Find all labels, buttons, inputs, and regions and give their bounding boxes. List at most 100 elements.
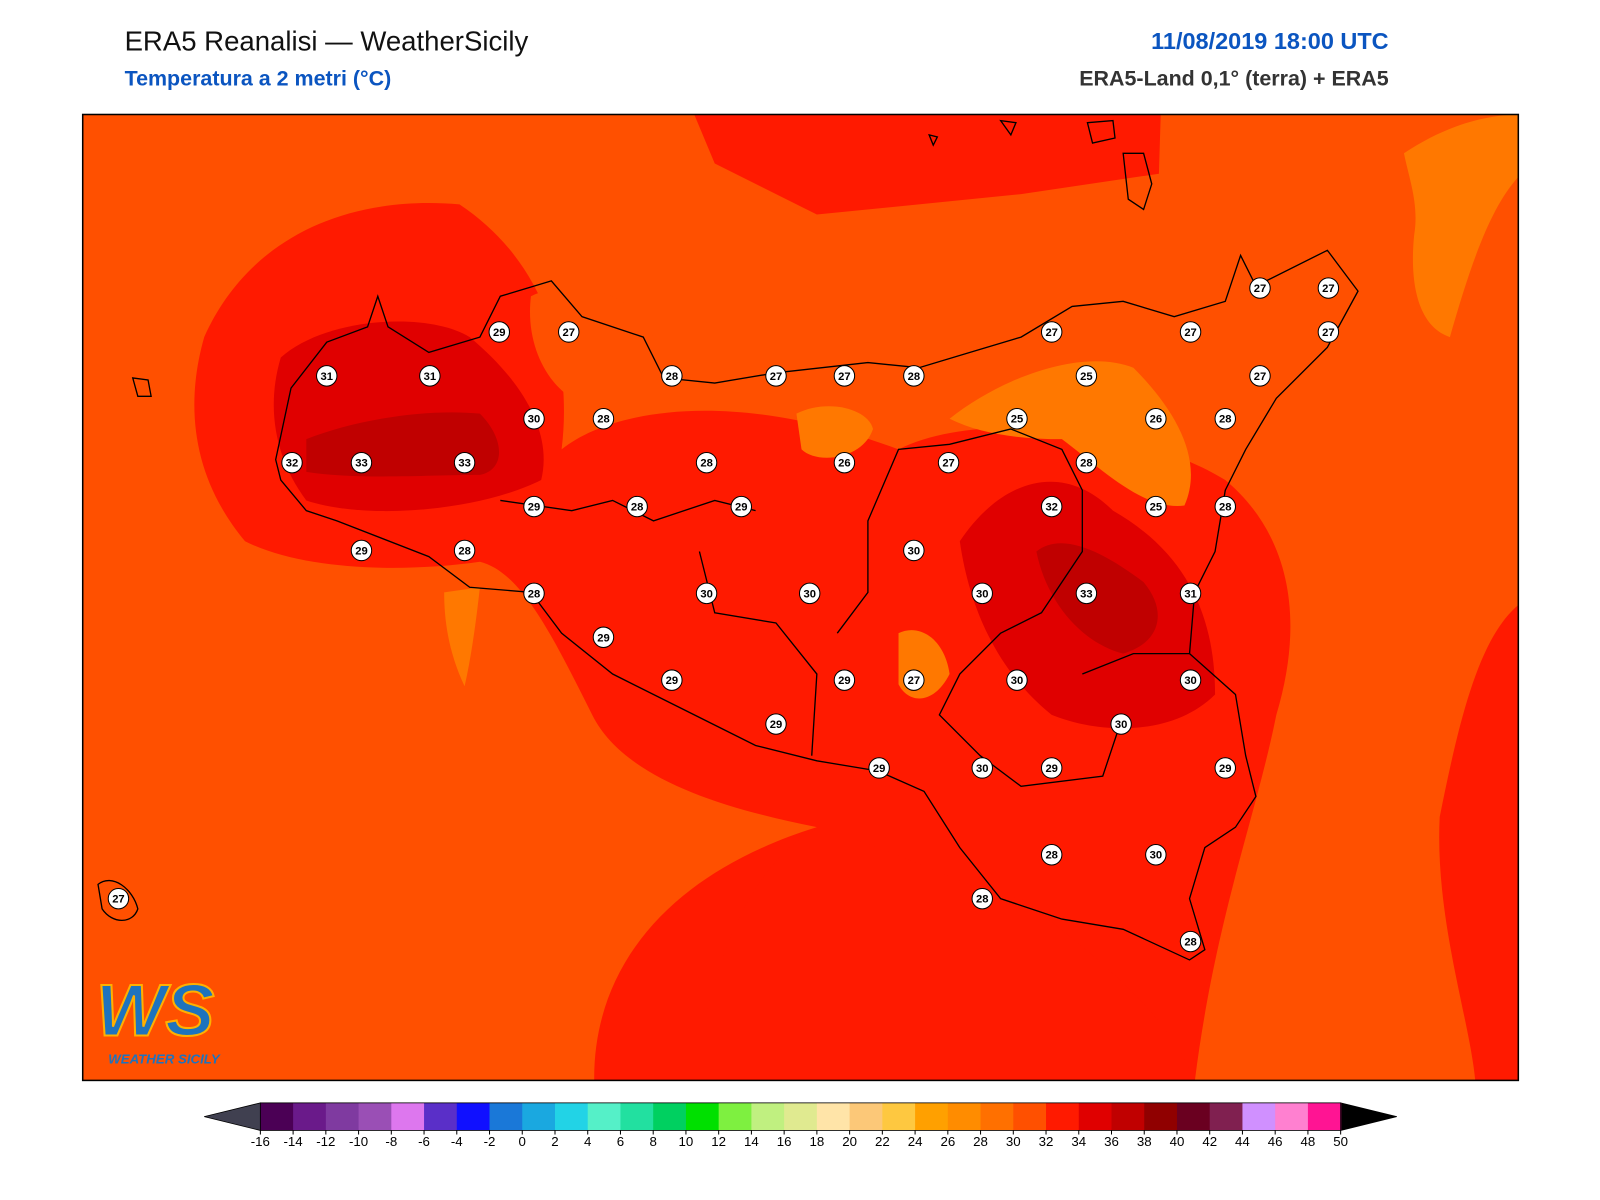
- station: 30: [1179, 669, 1202, 691]
- station-marker: [1145, 408, 1167, 430]
- station-marker: [1214, 408, 1236, 430]
- station-value: 28: [597, 414, 609, 426]
- colorbar-bin: [554, 1102, 589, 1131]
- station: 27: [937, 451, 960, 474]
- colorbar-tick-label: -16: [251, 1134, 270, 1149]
- station-value: 30: [1184, 675, 1196, 687]
- station: 29: [523, 495, 545, 518]
- station: 29: [730, 495, 753, 518]
- station-marker: [523, 582, 545, 605]
- colorbar-tick-label: 38: [1137, 1134, 1152, 1149]
- colorbar-under: [204, 1102, 261, 1131]
- station-value: 28: [458, 545, 470, 557]
- station-value: 30: [908, 545, 920, 557]
- colorbar-bin: [587, 1102, 621, 1131]
- station: 27: [1249, 365, 1271, 387]
- station-value: 30: [528, 414, 540, 426]
- station-value: 26: [838, 458, 850, 470]
- station: 27: [1040, 321, 1063, 343]
- station-marker: [1317, 321, 1340, 343]
- station-marker: [833, 451, 856, 474]
- station-value: 31: [320, 371, 332, 383]
- colorbar-bin: [849, 1102, 883, 1131]
- station-marker: [798, 582, 821, 605]
- station-value: 27: [838, 371, 850, 383]
- station-marker: [1075, 451, 1098, 474]
- station-value: 29: [838, 675, 850, 687]
- station-value: 28: [1219, 502, 1231, 514]
- colorbar-tick-label: 24: [908, 1134, 923, 1149]
- station-value: 33: [458, 458, 470, 470]
- station-value: 30: [976, 763, 988, 775]
- colorbar-bin: [947, 1102, 982, 1131]
- field-region: [694, 829, 1194, 1081]
- station-value: 31: [1184, 588, 1196, 600]
- colorbar-bin: [882, 1102, 916, 1131]
- colorbar-bin: [620, 1102, 654, 1131]
- station: 30: [903, 539, 925, 562]
- station-value: 28: [1080, 458, 1092, 470]
- station: 28: [453, 539, 476, 562]
- station-value: 27: [908, 675, 920, 687]
- station-marker: [281, 451, 303, 474]
- station: 28: [592, 408, 615, 430]
- station: 32: [1040, 495, 1063, 518]
- station-value: 29: [493, 327, 505, 339]
- station-marker: [350, 539, 373, 562]
- station: 25: [1145, 495, 1167, 518]
- station: 27: [1249, 277, 1271, 299]
- colorbar-tick-label: 48: [1301, 1134, 1316, 1149]
- station: 30: [971, 757, 993, 779]
- station-marker: [661, 669, 683, 691]
- colorbar-tick-label: 8: [650, 1134, 657, 1149]
- station-marker: [868, 757, 890, 779]
- station-marker: [695, 451, 718, 474]
- station-value: 29: [873, 763, 885, 775]
- station-marker: [1214, 757, 1236, 779]
- field-region: [949, 361, 1191, 506]
- field-region: [694, 114, 1161, 215]
- station: 27: [1317, 277, 1340, 299]
- colorbar-tick-label: 2: [551, 1134, 558, 1149]
- station-value: 25: [1011, 414, 1023, 426]
- station-marker: [833, 669, 856, 691]
- field-region: [444, 587, 480, 687]
- station: 27: [107, 887, 130, 910]
- station: 30: [971, 582, 993, 605]
- colorbar-tick-label: 42: [1202, 1134, 1217, 1149]
- field-region: [1439, 605, 1519, 1081]
- colorbar-tick-label: 28: [973, 1134, 988, 1149]
- colorbar-tick-label: -12: [316, 1134, 335, 1149]
- station: 28: [523, 582, 545, 605]
- station: 28: [1214, 408, 1236, 430]
- station-marker: [765, 365, 787, 387]
- colorbar-tick-label: -4: [451, 1134, 463, 1149]
- station-value: 28: [631, 502, 643, 514]
- colorbar-bin: [816, 1102, 851, 1131]
- station: 29: [833, 669, 856, 691]
- colorbar-bin: [784, 1102, 818, 1131]
- colorbar-bin: [358, 1102, 392, 1131]
- colorbar-tick-label: 0: [519, 1134, 526, 1149]
- station-marker: [1317, 277, 1340, 299]
- station: 30: [523, 408, 545, 430]
- station-marker: [453, 451, 476, 474]
- station: 28: [971, 887, 993, 910]
- station-value: 32: [1045, 502, 1057, 514]
- station: 28: [1075, 451, 1098, 474]
- station: 30: [1006, 669, 1028, 691]
- station-marker: [1075, 582, 1098, 605]
- colorbar-tick-label: 36: [1104, 1134, 1119, 1149]
- title: ERA5 Reanalisi — WeatherSicily: [125, 25, 529, 56]
- source: ERA5-Land 0,1° (terra) + ERA5: [1079, 66, 1388, 90]
- station-marker: [1179, 582, 1202, 605]
- station-marker: [626, 495, 648, 518]
- colorbar-tick-label: 12: [711, 1134, 726, 1149]
- station: 27: [833, 365, 856, 387]
- colorbar-bin: [751, 1102, 785, 1131]
- colorbar-tick-label: 32: [1039, 1134, 1054, 1149]
- station-value: 27: [942, 458, 954, 470]
- station-value: 27: [1322, 327, 1334, 339]
